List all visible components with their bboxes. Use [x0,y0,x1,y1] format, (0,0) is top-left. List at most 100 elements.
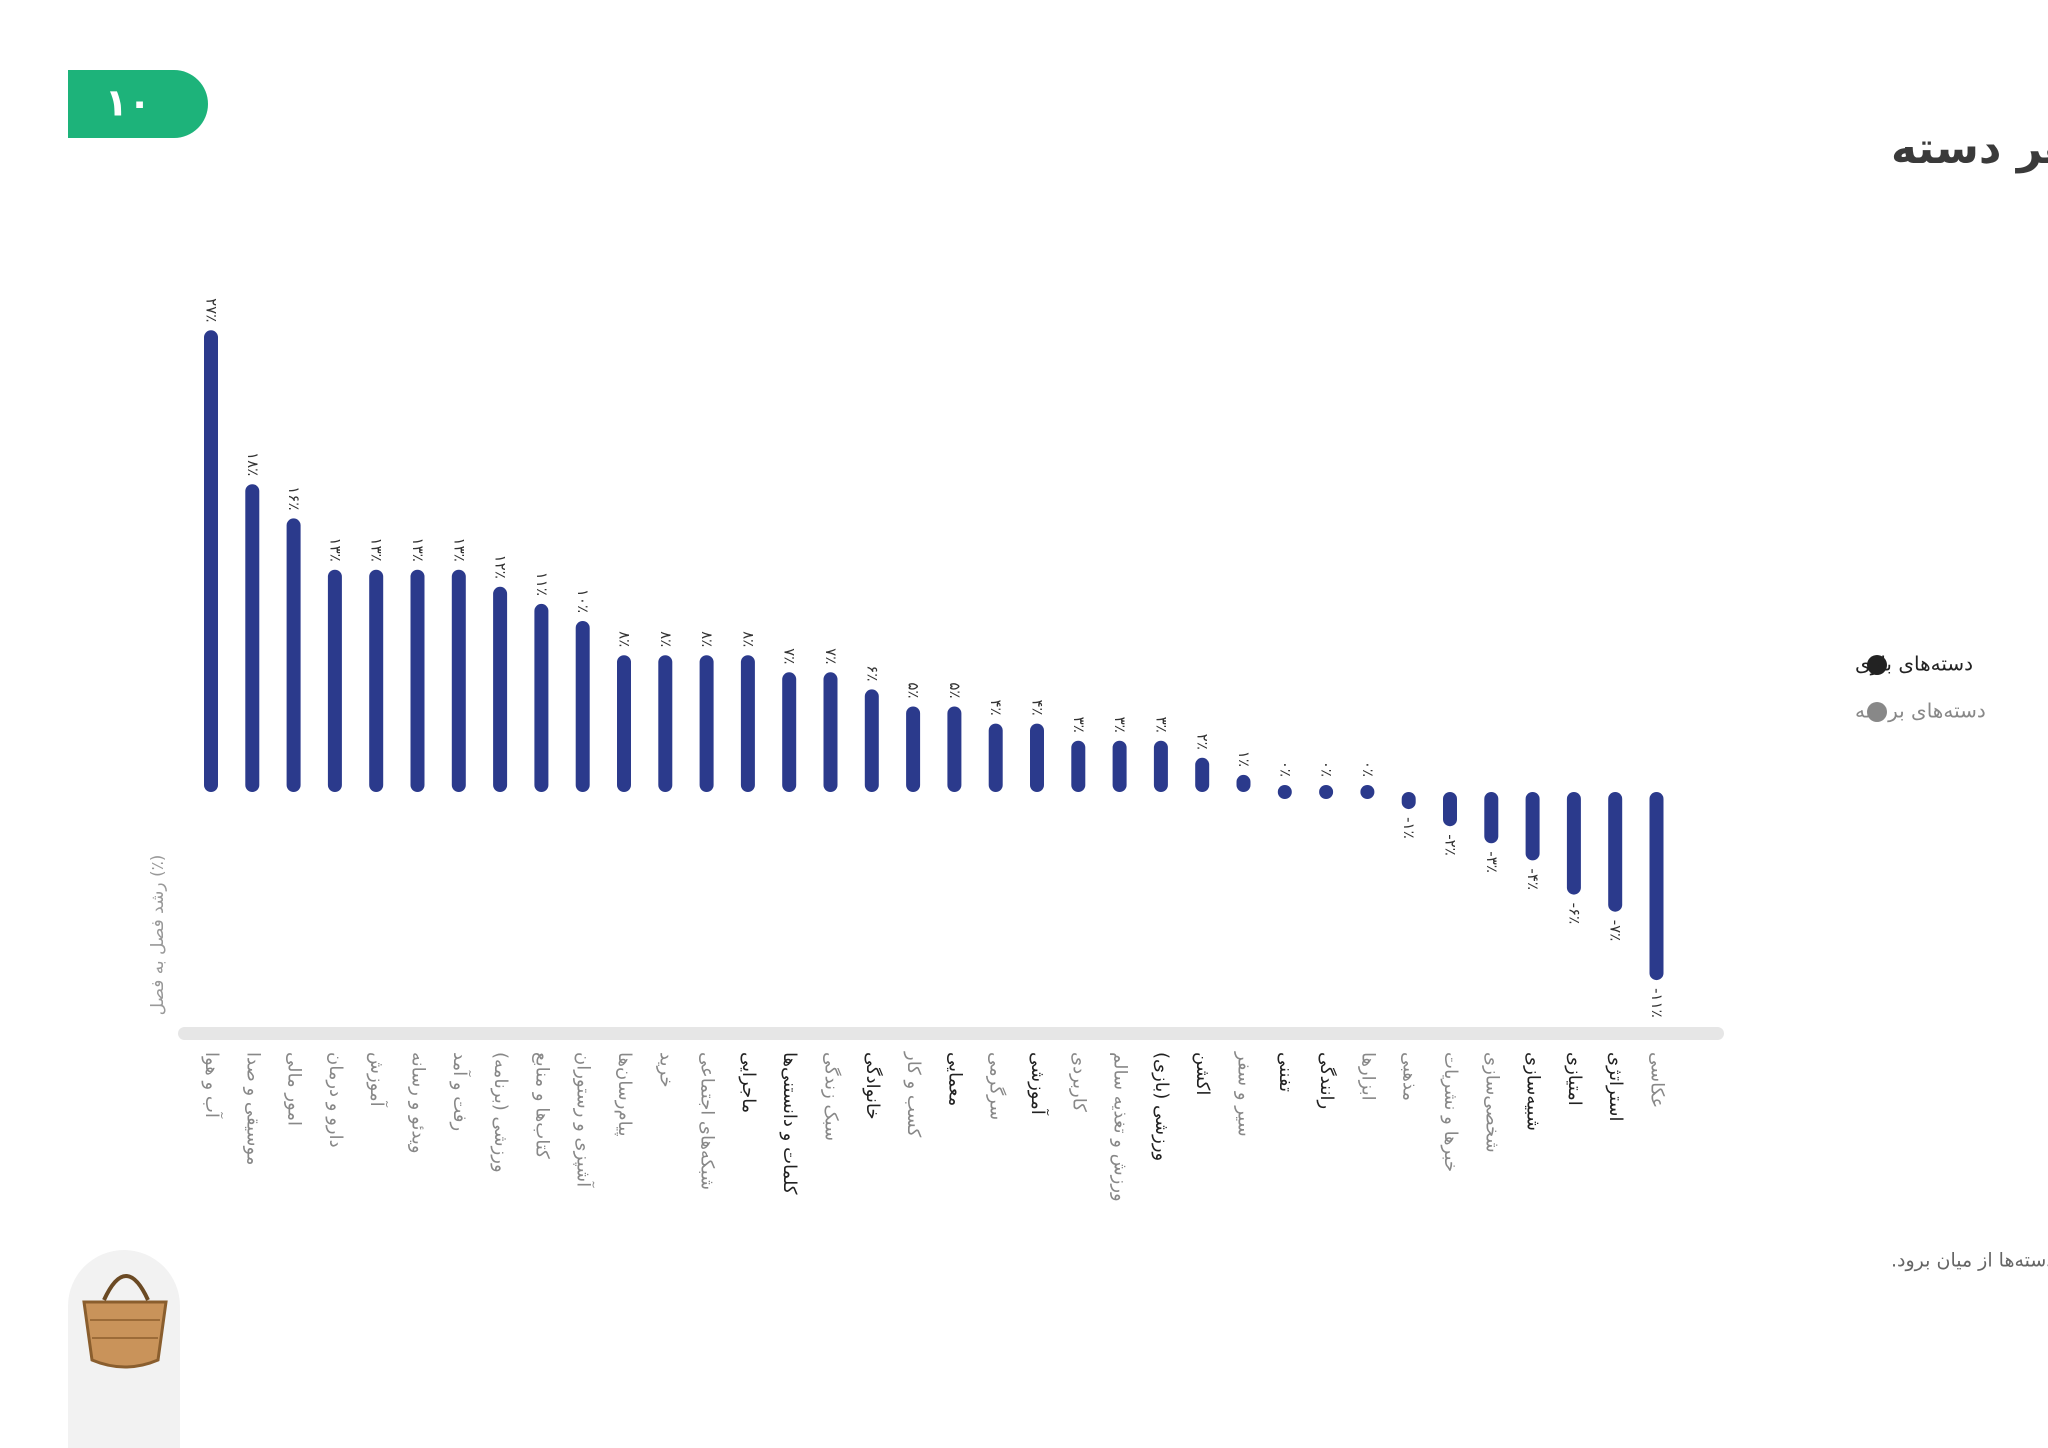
bar [988,723,1003,792]
bar [1360,785,1375,799]
x-tick-label: کاربردی [1068,1052,1089,1112]
x-tick-label: کتاب‌ها و منابع [531,1052,552,1159]
bar [1071,740,1086,792]
bar [245,484,260,792]
value-label: ۵٪ [946,682,964,698]
bar [947,706,962,792]
x-tick-label: شخصی‌سازی [1481,1052,1502,1153]
x-tick-label: مذهبی [1399,1052,1420,1101]
value-label: ۸٪ [698,631,716,647]
x-tick-label: شبکه‌های اجتماعی [697,1052,718,1190]
x-tick-label: ماجرایی [738,1052,759,1113]
bar [369,569,384,792]
bar [1112,740,1127,792]
x-tick-label: رفت و آمد [449,1052,472,1131]
value-label: -۲٪ [1442,834,1460,856]
baseline [178,1027,1724,1040]
bar [906,706,921,792]
value-label: ۱۰٪ [574,589,592,613]
bar [658,655,673,792]
bar [782,672,797,792]
x-tick-label: عکاسی [1647,1052,1668,1108]
chart-title: رشد نصب فعال برنامه‌ها در هر دسته [1891,123,2048,174]
bar [410,569,425,792]
x-tick-label: آموزش [366,1052,389,1108]
legend-label: دسته‌های برنامه [1855,699,1986,723]
x-tick-label: آشپزی و رستوران [573,1052,596,1188]
value-label: ۷٪ [781,648,799,664]
x-tick-label: خبرها و نشریات [1440,1052,1461,1172]
bar [327,569,342,792]
value-label: ۰٪ [1276,761,1294,777]
value-label: ۸٪ [739,631,757,647]
y-axis-label: رشد فصل به فصل (٪) [148,855,168,1016]
bar [617,655,631,792]
x-tick-label: ویدئو و رسانه [408,1052,429,1154]
bar [1319,785,1334,799]
value-label: -۳٪ [1483,851,1501,873]
value-label: ۷٪ [822,648,840,664]
bar [1195,757,1210,792]
x-tick-label: سیر و سفر [1234,1051,1255,1137]
value-label: ۱۲٪ [492,555,510,579]
page-badge-corner [68,70,108,138]
x-tick-label: سبک زندگی [821,1052,843,1141]
value-label: ۱٪ [1235,751,1253,767]
value-label: ۴٪ [987,699,1005,715]
footnote: عدد نصب فعال در این نمودار با عدد نصب فع… [1891,1247,2048,1272]
bar [699,655,714,792]
value-label: ۱۳٪ [450,538,468,562]
value-label: -۶٪ [1565,903,1583,925]
legend-swatch [1867,655,1887,675]
bar [864,689,879,792]
value-label: ۲٪ [1194,734,1212,750]
bar [1525,792,1540,861]
value-label: ۱۸٪ [244,452,262,476]
value-label: ۳٪ [1111,717,1129,733]
x-tick-label: ورزشی (برنامه) [490,1052,511,1173]
bar [1608,792,1623,912]
x-tick-label: کلمات و دانستنی‌ها [779,1052,800,1195]
value-label: ۳٪ [1152,717,1170,733]
value-label: -۱٪ [1400,817,1418,839]
bar [1277,785,1292,799]
x-tick-label: سرگرمی [986,1052,1008,1120]
bar [534,603,549,792]
legend-swatch [1867,702,1887,722]
basket-icon [82,1274,168,1369]
bar [740,655,755,792]
bar [1649,792,1664,981]
value-label: ۱۱٪ [533,572,551,596]
x-tick-label: پیام‌رسان‌ها [614,1052,635,1137]
x-tick-label: استراتژی [1605,1052,1626,1121]
bar [1566,792,1581,895]
value-label: -۴٪ [1524,868,1542,890]
x-tick-label: خانوادگی [862,1052,884,1120]
x-tick-label: شبیه‌سازی [1523,1052,1544,1131]
value-label: ۱۳٪ [409,538,427,562]
value-label: ۸٪ [657,631,675,647]
value-label: ۱۳٪ [326,538,344,562]
x-tick-label: تفننی [1275,1052,1296,1092]
bar [1484,792,1499,844]
bar [493,586,508,792]
value-label: ۱۳٪ [368,538,386,562]
page-number: ۱۰ [105,81,151,125]
bar [1401,792,1416,810]
value-label: ۰٪ [1359,761,1377,777]
x-tick-label: اکشن [1192,1052,1213,1095]
value-label: ۲۷٪ [203,298,221,322]
bar [823,672,838,792]
bar [1236,774,1251,792]
x-tick-label: رانندگی [1316,1052,1338,1109]
value-label: ۰٪ [1318,761,1336,777]
value-label: ۱۶٪ [285,486,303,510]
bar [1443,792,1457,827]
value-label: ۸٪ [616,631,634,647]
value-label: ۵٪ [905,682,923,698]
x-tick-label: خرید [655,1052,676,1088]
value-label: ۳٪ [1070,717,1088,733]
value-label: -۱۱٪ [1648,988,1666,1018]
bar [1153,740,1168,792]
